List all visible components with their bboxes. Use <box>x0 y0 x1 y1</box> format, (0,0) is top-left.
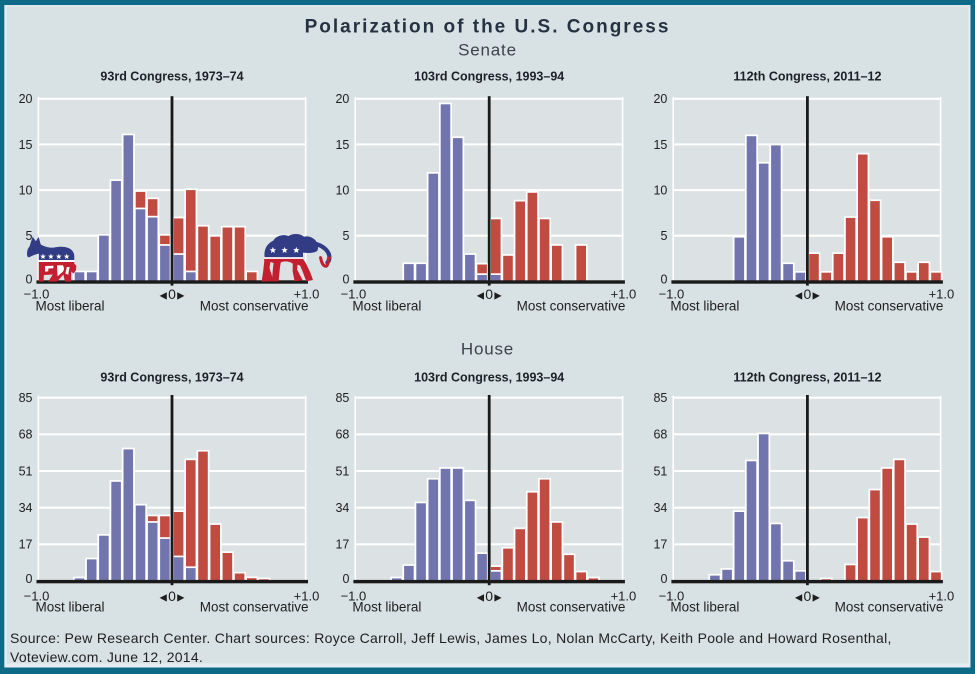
svg-text:34: 34 <box>19 501 33 515</box>
svg-text:0: 0 <box>485 286 493 302</box>
svg-text:34: 34 <box>653 501 667 515</box>
svg-text:0: 0 <box>485 588 493 604</box>
svg-text:5: 5 <box>660 229 667 243</box>
svg-text:−1.0: −1.0 <box>341 287 367 302</box>
svg-text:Most liberal: Most liberal <box>352 299 421 314</box>
svg-text:0: 0 <box>804 588 812 604</box>
svg-text:Most liberal: Most liberal <box>36 299 105 314</box>
svg-text:51: 51 <box>335 464 349 478</box>
svg-text:17: 17 <box>335 538 349 552</box>
svg-text:Most liberal: Most liberal <box>670 599 739 614</box>
svg-text:0: 0 <box>804 286 812 302</box>
svg-text:17: 17 <box>653 538 667 552</box>
svg-text:Most conservative: Most conservative <box>517 299 626 314</box>
svg-text:−1.0: −1.0 <box>659 589 685 604</box>
svg-text:Senate: Senate <box>458 41 517 60</box>
svg-text:Most liberal: Most liberal <box>36 599 105 614</box>
svg-text:Most liberal: Most liberal <box>670 299 739 314</box>
svg-text:51: 51 <box>653 464 667 478</box>
svg-text:−1.0: −1.0 <box>24 589 50 604</box>
svg-text:+1.0: +1.0 <box>294 287 320 302</box>
svg-text:34: 34 <box>335 501 349 515</box>
svg-text:0: 0 <box>342 273 349 287</box>
svg-text:Source: Pew Research Center. C: Source: Pew Research Center. Chart sourc… <box>10 630 892 646</box>
svg-text:0: 0 <box>660 572 667 586</box>
svg-text:51: 51 <box>19 464 33 478</box>
svg-text:Most conservative: Most conservative <box>835 299 944 314</box>
svg-text:112th Congress, 2011–12: 112th Congress, 2011–12 <box>733 370 881 384</box>
svg-text:−1.0: −1.0 <box>341 589 367 604</box>
svg-text:Most conservative: Most conservative <box>200 299 309 314</box>
svg-text:17: 17 <box>19 538 33 552</box>
svg-text:0: 0 <box>26 273 33 287</box>
svg-text:−1.0: −1.0 <box>659 287 685 302</box>
svg-text:10: 10 <box>653 184 667 198</box>
svg-text:20: 20 <box>653 92 667 106</box>
svg-text:Most conservative: Most conservative <box>835 599 944 614</box>
svg-text:103rd Congress, 1993–94: 103rd Congress, 1993–94 <box>414 69 564 83</box>
svg-text:+1.0: +1.0 <box>929 589 955 604</box>
svg-text:103rd Congress, 1993–94: 103rd Congress, 1993–94 <box>414 370 564 384</box>
svg-text:−1.0: −1.0 <box>24 287 50 302</box>
svg-text:20: 20 <box>19 92 33 106</box>
svg-text:Most liberal: Most liberal <box>352 599 421 614</box>
svg-text:68: 68 <box>335 428 349 442</box>
svg-text:0: 0 <box>168 286 176 302</box>
svg-text:68: 68 <box>653 428 667 442</box>
svg-text:85: 85 <box>335 391 349 405</box>
svg-text:85: 85 <box>653 391 667 405</box>
svg-text:15: 15 <box>653 138 667 152</box>
svg-text:+1.0: +1.0 <box>929 287 955 302</box>
svg-text:93rd Congress, 1973–74: 93rd Congress, 1973–74 <box>100 370 243 384</box>
svg-text:House: House <box>461 339 514 358</box>
svg-text:68: 68 <box>19 428 33 442</box>
svg-text:Polarization of the U.S. Congr: Polarization of the U.S. Congress <box>305 17 671 38</box>
svg-text:10: 10 <box>335 184 349 198</box>
svg-text:15: 15 <box>19 138 33 152</box>
svg-text:Most conservative: Most conservative <box>200 599 309 614</box>
svg-text:5: 5 <box>26 229 33 243</box>
svg-text:15: 15 <box>335 138 349 152</box>
svg-text:20: 20 <box>335 92 349 106</box>
svg-text:85: 85 <box>19 391 33 405</box>
svg-text:+1.0: +1.0 <box>294 589 320 604</box>
svg-text:Most conservative: Most conservative <box>517 599 626 614</box>
svg-text:0: 0 <box>660 273 667 287</box>
svg-text:+1.0: +1.0 <box>611 287 637 302</box>
svg-text:+1.0: +1.0 <box>611 589 637 604</box>
svg-text:0: 0 <box>342 572 349 586</box>
svg-text:0: 0 <box>168 588 176 604</box>
svg-text:5: 5 <box>342 229 349 243</box>
svg-text:10: 10 <box>19 184 33 198</box>
svg-text:Voteview.com. June 12, 2014.: Voteview.com. June 12, 2014. <box>10 649 203 665</box>
svg-text:112th Congress, 2011–12: 112th Congress, 2011–12 <box>733 69 881 83</box>
svg-text:93rd Congress, 1973–74: 93rd Congress, 1973–74 <box>100 69 243 83</box>
svg-text:0: 0 <box>26 572 33 586</box>
